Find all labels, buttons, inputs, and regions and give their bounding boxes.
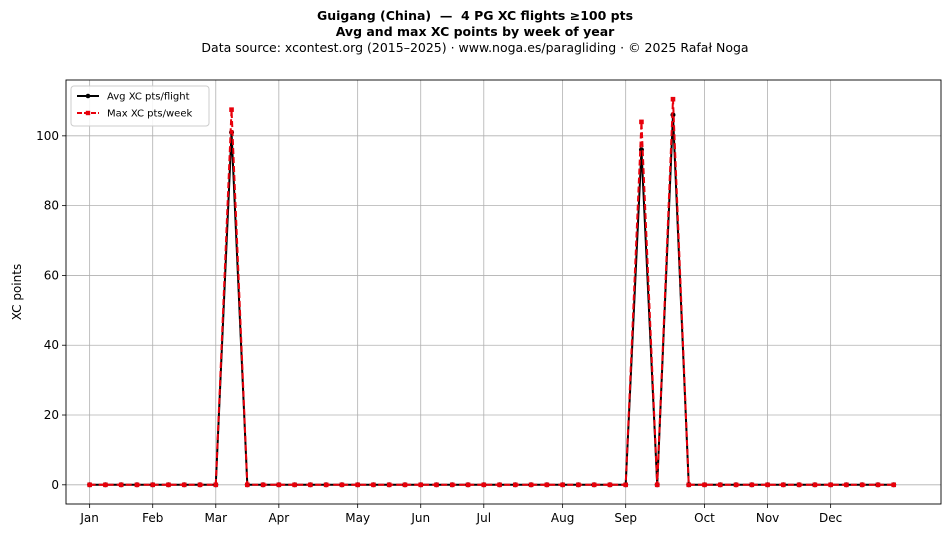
x-tick-label: Feb [142, 511, 163, 525]
max-point [591, 482, 597, 488]
max-point [654, 482, 660, 488]
y-tick-label: 40 [44, 338, 59, 352]
max-point [386, 482, 392, 488]
max-point [481, 482, 487, 488]
x-tick-label: Jun [410, 511, 430, 525]
max-point [859, 482, 865, 488]
legend-box [70, 85, 210, 127]
y-tick-label: 100 [36, 129, 59, 143]
max-point [260, 482, 266, 488]
max-point [796, 482, 802, 488]
max-point [181, 482, 187, 488]
max-point [276, 482, 282, 488]
max-point [717, 482, 723, 488]
max-point [465, 482, 471, 488]
max-point [844, 482, 849, 488]
max-point [544, 482, 550, 488]
chart-title-block: Guigang (China) — 4 PG XC flights ≥100 p… [0, 8, 950, 56]
x-tick-label: Jul [476, 511, 491, 525]
legend-label: Avg XC pts/flight [107, 92, 190, 103]
max-point [576, 482, 581, 488]
max-point [213, 482, 219, 488]
max-point [229, 107, 234, 112]
y-tick-label: 80 [44, 199, 59, 213]
max-point [607, 482, 613, 488]
legend: Avg XC pts/flight Max XC pts/week [70, 85, 210, 127]
max-point [87, 482, 92, 488]
max-point [513, 482, 518, 488]
x-tick-label: Dec [819, 511, 842, 525]
max-point [166, 482, 171, 488]
x-tick-label: Oct [694, 511, 715, 525]
max-point [292, 482, 297, 488]
max-point [418, 482, 424, 488]
max-point [134, 482, 140, 488]
y-tick-label: 0 [51, 478, 59, 492]
max-point [733, 482, 739, 488]
max-point [560, 482, 565, 488]
max-point [623, 482, 628, 488]
max-point [339, 482, 345, 488]
max-point [118, 482, 124, 488]
chart-title: Guigang (China) — 4 PG XC flights ≥100 p… [316, 8, 634, 23]
max-point [702, 482, 707, 488]
max-point [875, 482, 881, 488]
max-point [197, 482, 203, 488]
max-point [323, 482, 329, 488]
max-point [245, 482, 250, 488]
max-point [150, 482, 156, 488]
y-tick-label: 60 [44, 268, 59, 282]
max-point [402, 482, 408, 488]
max-point [355, 482, 360, 488]
max-point [103, 482, 108, 488]
y-tick-label: 20 [44, 408, 59, 422]
max-point [670, 96, 676, 102]
max-point [639, 119, 644, 125]
legend-marker [85, 93, 91, 99]
x-tick-label: Mar [204, 511, 227, 525]
max-point [781, 482, 786, 488]
y-axis-label: XC points [10, 264, 24, 320]
plot-frame [65, 79, 942, 505]
max-point [434, 482, 439, 488]
x-tick-label: Aug [551, 511, 574, 525]
y-axis: 0 20 40 60 80 100 [36, 129, 66, 492]
legend-label: Max XC pts/week [107, 109, 192, 120]
series-line-1 [89, 98, 894, 486]
max-point [765, 482, 770, 488]
max-point [497, 482, 502, 488]
x-tick-label: May [345, 511, 370, 525]
legend-marker [85, 110, 91, 116]
chart-subtitle: Avg and max XC points by week of year [335, 24, 615, 39]
max-point [686, 482, 692, 488]
x-tick-label: Jan [79, 511, 99, 525]
data-source-line: Data source: xcontest.org (2015–2025) · … [201, 40, 749, 55]
grid-lines [66, 80, 941, 504]
max-point [828, 482, 833, 488]
max-point [749, 482, 755, 488]
series-layer [87, 96, 897, 488]
x-tick-label: Sep [614, 511, 637, 525]
max-point [449, 482, 455, 488]
max-point [308, 482, 313, 488]
max-point [812, 482, 818, 488]
x-tick-label: Apr [268, 511, 289, 525]
max-point [891, 482, 897, 488]
x-tick-label: Nov [756, 511, 779, 525]
max-point [528, 482, 534, 488]
series-line-0 [89, 113, 894, 486]
x-axis: Jan Feb Mar Apr May Jun Jul Aug Sep Oct Nov Dec [79, 504, 842, 525]
max-point [371, 482, 376, 488]
